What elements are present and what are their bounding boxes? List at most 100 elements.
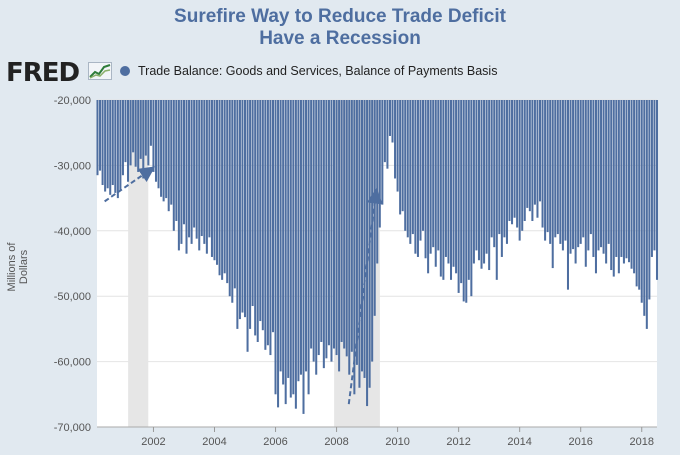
bar <box>231 100 234 303</box>
bar <box>188 100 191 238</box>
bar <box>635 100 638 287</box>
bar <box>526 100 529 208</box>
bar <box>360 100 364 372</box>
bar <box>544 100 547 241</box>
bar <box>249 100 252 329</box>
bar <box>127 100 130 182</box>
annotation-arrow <box>104 166 156 203</box>
bar <box>462 100 465 302</box>
bar-series <box>96 100 659 414</box>
bar <box>111 100 114 186</box>
bar <box>597 100 600 251</box>
bar <box>424 100 427 259</box>
bar <box>625 100 628 259</box>
bar <box>444 100 447 257</box>
bar <box>310 100 313 349</box>
bar <box>132 100 135 153</box>
bar <box>612 100 615 277</box>
bar <box>536 100 539 218</box>
bar <box>653 100 656 251</box>
bar <box>355 100 358 365</box>
bar <box>116 100 119 199</box>
bar <box>289 100 292 398</box>
y-tick-label: -70,000 <box>54 422 91 434</box>
x-tick-label: 2010 <box>385 436 409 448</box>
bar <box>119 100 122 191</box>
bar <box>165 100 168 199</box>
x-tick-label: 2012 <box>446 436 470 448</box>
bar <box>142 100 145 179</box>
bar <box>564 100 567 241</box>
bar <box>279 100 282 372</box>
bar <box>391 100 394 143</box>
bar <box>366 100 369 407</box>
bar <box>305 100 308 372</box>
bar <box>503 100 506 238</box>
bar <box>511 100 514 225</box>
bar <box>284 100 287 405</box>
bar <box>533 100 536 205</box>
bar <box>465 100 468 303</box>
bar <box>96 100 99 176</box>
bar <box>615 100 618 257</box>
bar <box>483 100 486 264</box>
bar <box>175 100 178 221</box>
bar <box>416 100 419 257</box>
bar <box>396 100 399 192</box>
y-tick-label: -20,000 <box>54 95 91 107</box>
bar <box>638 100 641 290</box>
bar <box>216 100 219 265</box>
bar <box>592 100 595 257</box>
bar <box>477 100 480 261</box>
x-tick-label: 2006 <box>263 436 287 448</box>
bar <box>467 100 470 280</box>
bar <box>213 100 216 261</box>
bar <box>109 100 112 195</box>
bar <box>226 100 229 284</box>
bar <box>493 100 496 248</box>
bar <box>645 100 648 329</box>
bar <box>149 100 152 146</box>
bar <box>266 100 269 346</box>
bar <box>200 100 203 237</box>
bar <box>655 100 659 280</box>
bar <box>602 100 605 254</box>
y-tick-label: -30,000 <box>54 160 91 172</box>
bar <box>617 100 620 274</box>
bar <box>572 100 575 250</box>
bar <box>335 100 338 356</box>
bar <box>371 100 374 362</box>
bar <box>233 100 236 289</box>
bar <box>452 100 455 267</box>
bar <box>274 100 277 395</box>
bar <box>193 100 196 228</box>
bar <box>429 100 432 254</box>
annotation-arrows <box>104 166 383 405</box>
bar <box>388 100 391 136</box>
bar <box>394 100 397 179</box>
bar <box>607 100 610 244</box>
bar <box>620 100 623 257</box>
bar <box>282 100 285 385</box>
bar <box>251 100 254 307</box>
fred-logo[interactable]: FRED <box>6 58 80 88</box>
bar <box>144 100 147 156</box>
bar <box>409 100 412 244</box>
bar <box>277 100 280 408</box>
bar <box>208 100 211 238</box>
bar <box>556 100 559 235</box>
chart-title-line-1: Surefire Way to Reduce Trade Deficit <box>174 6 506 27</box>
bar <box>495 100 498 280</box>
bar <box>167 100 170 212</box>
bar <box>160 100 163 197</box>
bar <box>622 100 625 264</box>
bar <box>256 100 259 342</box>
bar <box>422 100 425 231</box>
bar <box>376 100 379 264</box>
legend[interactable]: Trade Balance: Goods and Services, Balan… <box>120 64 497 78</box>
bar <box>106 100 109 189</box>
bar <box>381 100 384 205</box>
bar <box>472 100 475 264</box>
bar <box>437 100 440 251</box>
